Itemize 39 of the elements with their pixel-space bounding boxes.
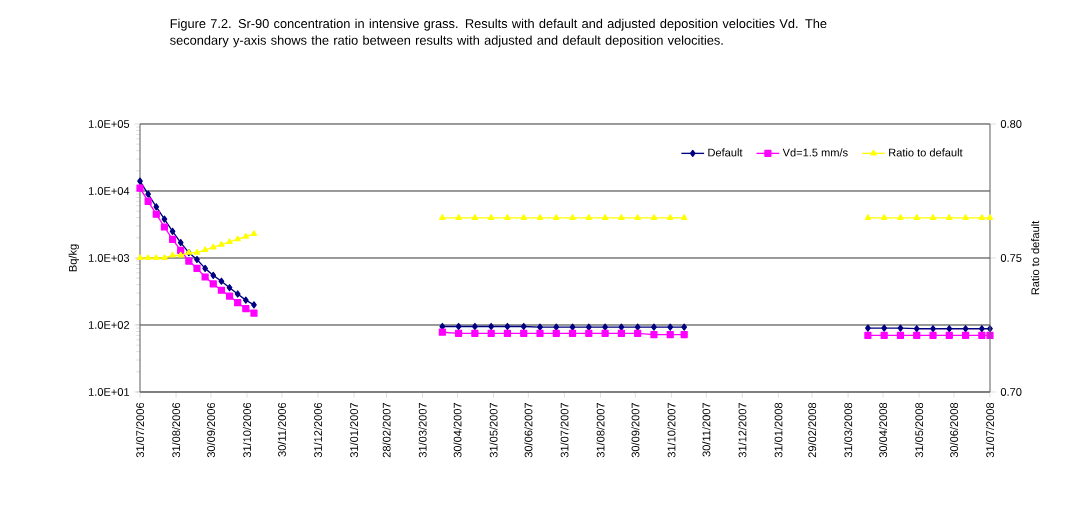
x-tick-label: 31/08/2006 — [172, 402, 181, 458]
x-tick-label: 30/11/2007 — [702, 402, 711, 457]
y-tick-label: 1.0E+05 — [88, 120, 130, 128]
x-tick-label: 31/03/2007 — [418, 402, 427, 458]
x-tick-label: 31/10/2007 — [667, 402, 676, 458]
x-tick-label: 30/11/2006 — [277, 402, 286, 457]
y-tick-label: 1.0E+04 — [88, 187, 130, 195]
x-tick-label: 31/05/2007 — [489, 402, 498, 458]
x-tick-label: 30/04/2007 — [453, 402, 462, 458]
y-tick-label: 1.0E+01 — [88, 388, 130, 396]
y-tick-label: 1.0E+02 — [88, 321, 130, 329]
y2-tick-label: 0.80 — [1000, 120, 1022, 128]
x-tick-label: 31/01/2007 — [349, 402, 359, 458]
chart-title: Figure 7.2. Sr-90 concentration in intensive grass. Results with default and adjusted deposition velocities Vd. The secondary y-axis shows the ratio between results with adjusted and default deposition velocities. — [170, 18, 827, 48]
x-tick-label: 30/06/2007 — [524, 402, 533, 458]
y2-axis-title: Ratio to default — [1031, 220, 1040, 295]
x-tick-label: 31/07/2006 — [135, 402, 145, 458]
x-tick-label: 29/02/2008 — [808, 402, 817, 458]
x-tick-label: 31/12/2007 — [738, 402, 747, 458]
x-tick-label: 31/08/2007 — [596, 402, 605, 458]
y2-tick-label: 0.75 — [1000, 254, 1022, 262]
x-tick-label: 31/10/2006 — [242, 402, 252, 458]
x-tick-label: 31/12/2006 — [313, 402, 322, 458]
y-axis-title: Bq/kg — [68, 244, 79, 272]
x-tick-label: 31/07/2008 — [985, 402, 995, 458]
legend-label: Ratio to default — [889, 148, 963, 157]
legend-label: Default — [708, 148, 743, 157]
x-tick-label: 30/09/2007 — [631, 402, 640, 458]
x-tick-label: 31/07/2007 — [560, 402, 569, 458]
x-tick-label: 30/04/2008 — [878, 402, 888, 458]
y-tick-label: 1.0E+03 — [88, 254, 130, 262]
x-tick-label: 31/03/2008 — [844, 402, 853, 458]
legend-label: Vd=1.5 mm/s — [782, 148, 848, 157]
x-tick-label: 30/09/2006 — [206, 402, 215, 458]
x-tick-label: 30/06/2008 — [949, 402, 958, 458]
x-tick-label: 31/05/2008 — [915, 402, 924, 458]
y2-tick-label: 0.70 — [1000, 388, 1022, 396]
x-tick-label: 31/01/2008 — [774, 402, 783, 458]
x-tick-label: 28/02/2007 — [382, 402, 391, 458]
